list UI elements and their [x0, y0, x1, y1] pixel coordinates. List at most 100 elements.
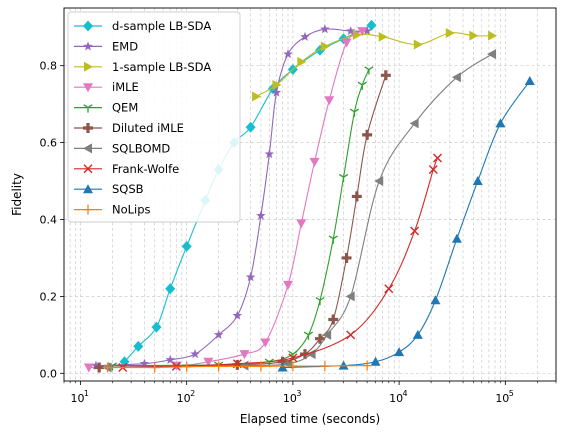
legend-entry: iMLE: [74, 80, 139, 94]
plot-frame: [63, 7, 557, 382]
series-sqsb: [277, 76, 535, 372]
data-point: [213, 361, 224, 372]
data-point: [319, 361, 330, 372]
data-point: [171, 361, 181, 371]
legend-label: NoLips: [112, 203, 151, 217]
legend-entry: Diluted iMLE: [74, 121, 184, 135]
data-point: [338, 360, 349, 370]
y-tick-label: 0.8: [40, 60, 58, 73]
legend-entry: SQSB: [74, 182, 144, 196]
data-point: [232, 310, 243, 320]
data-point: [277, 362, 288, 372]
data-point: [256, 210, 266, 220]
series-line: [282, 80, 531, 369]
data-point: [364, 66, 374, 75]
data-point: [413, 39, 423, 50]
legend-label: EMD: [112, 39, 138, 53]
x-tick-label: 10 5: [495, 389, 514, 405]
data-point: [83, 164, 93, 174]
data-point: [232, 359, 243, 370]
data-point: [133, 340, 144, 352]
data-point: [409, 118, 419, 129]
series-line: [107, 53, 493, 369]
data-point: [83, 123, 93, 133]
data-point: [362, 129, 373, 140]
data-point: [149, 362, 160, 373]
data-point: [260, 338, 271, 348]
legend-label: QEM: [112, 101, 138, 115]
svg-text:5: 5: [509, 389, 514, 398]
data-point: [352, 29, 362, 40]
data-point: [322, 329, 332, 340]
y-tick-label: 0.6: [40, 137, 58, 150]
series-nolips: [102, 360, 373, 373]
x-tick-label: 10 4: [389, 389, 408, 405]
data-point: [524, 76, 535, 86]
data-point: [324, 96, 335, 106]
data-point: [410, 226, 420, 236]
data-point: [245, 272, 256, 282]
y-axis: 0.0 0.2 0.4 0.6 0.8: [40, 60, 64, 380]
data-point: [287, 361, 298, 372]
legend-label: iMLE: [112, 80, 139, 94]
data-point: [296, 219, 307, 229]
data-point: [374, 176, 384, 187]
svg-text:10: 10: [177, 392, 191, 405]
legend-label: d-sample LB-SDA: [112, 19, 211, 33]
data-point: [91, 360, 101, 370]
data-point: [213, 329, 224, 339]
data-point: [288, 353, 298, 363]
svg-text:3: 3: [296, 389, 301, 398]
data-point: [309, 157, 320, 167]
data-point: [366, 19, 377, 31]
legend-label: Frank-Wolfe: [112, 162, 179, 176]
data-point: [283, 49, 293, 59]
data-point: [297, 56, 307, 67]
legend-box: [67, 11, 241, 223]
legend-label: SQSB: [112, 182, 144, 196]
y-tick-label: 0.2: [40, 290, 58, 303]
data-point: [271, 87, 282, 97]
data-point: [320, 24, 330, 34]
data-point: [495, 118, 506, 128]
legend-entry: QEM: [74, 101, 138, 115]
data-point: [83, 184, 93, 194]
data-point: [315, 296, 325, 306]
data-point: [165, 283, 176, 295]
data-point: [362, 26, 372, 36]
data-point: [83, 143, 92, 154]
data-point: [351, 191, 362, 202]
data-point: [315, 333, 326, 344]
data-point: [83, 363, 94, 373]
x-axis-label: Elapsed time (seconds): [240, 412, 380, 426]
data-point: [255, 361, 266, 372]
data-point: [357, 81, 367, 90]
data-point: [203, 357, 214, 367]
data-point: [94, 362, 105, 373]
data-point: [83, 104, 93, 113]
data-point: [412, 329, 423, 339]
data-point: [451, 72, 461, 83]
data-point: [320, 41, 330, 52]
legend-label: 1-sample LB-SDA: [112, 60, 211, 74]
data-point: [445, 27, 455, 38]
data-point: [362, 360, 373, 371]
series-layer: [83, 19, 535, 373]
data-point: [346, 330, 356, 340]
y-tick-label: 0.4: [40, 213, 58, 226]
data-point: [283, 280, 294, 290]
data-point: [303, 331, 314, 340]
svg-text:10: 10: [283, 392, 297, 405]
data-point: [84, 61, 93, 72]
data-point: [378, 31, 388, 42]
svg-text:4: 4: [403, 389, 408, 398]
x-tick-label: 10 2: [177, 389, 196, 405]
data-point: [345, 26, 356, 36]
legend-label: SQLBOMD: [112, 141, 170, 155]
data-point: [357, 27, 368, 37]
data-point: [151, 321, 162, 333]
data-point: [83, 20, 93, 32]
data-point: [469, 30, 479, 41]
y-tick-label: 0.0: [40, 367, 58, 380]
